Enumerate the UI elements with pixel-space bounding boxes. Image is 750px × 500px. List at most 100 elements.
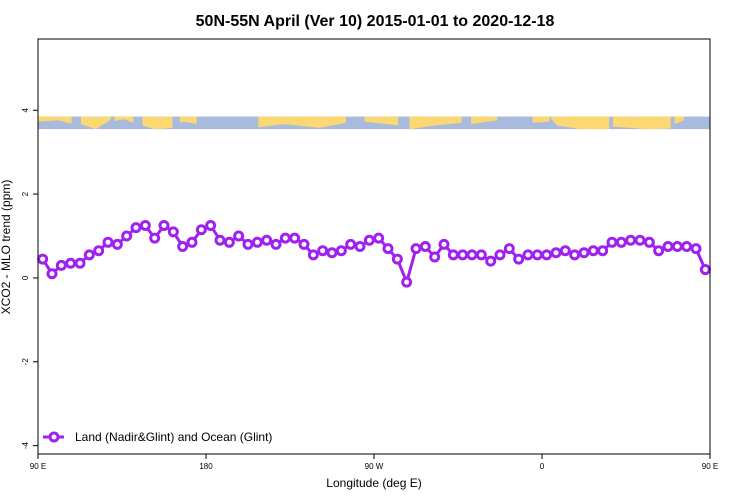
data-point (457, 249, 469, 261)
data-point (65, 257, 77, 269)
data-point (158, 220, 170, 232)
data-point (270, 238, 282, 250)
band-land-segment (258, 116, 346, 128)
data-point (345, 238, 357, 250)
band-land-segment (551, 116, 610, 130)
data-point (195, 224, 207, 236)
data-point (597, 245, 609, 257)
data-point (391, 253, 403, 265)
data-point (625, 234, 637, 246)
data-point (569, 249, 581, 261)
legend-label: Land (Nadir&Glint) and Ocean (Glint) (75, 430, 272, 444)
data-point (307, 249, 319, 261)
data-point (410, 243, 422, 255)
data-point (531, 249, 543, 261)
data-point (289, 232, 301, 244)
data-point (205, 220, 217, 232)
band-land-segment (471, 116, 498, 125)
band-land-segment (114, 116, 134, 123)
data-point (37, 253, 49, 265)
data-point (111, 238, 123, 250)
data-point (681, 241, 693, 252)
data-point (634, 234, 646, 246)
x-tick-label: 0 (540, 462, 545, 471)
data-point (690, 243, 702, 255)
data-point (671, 241, 683, 252)
data-point (130, 222, 142, 234)
data-point (373, 232, 385, 244)
data-point (503, 243, 515, 255)
chart-title: 50N-55N April (Ver 10) 2015-01-01 to 202… (196, 13, 555, 30)
band-land-segment (142, 116, 173, 130)
data-point (419, 241, 431, 252)
data-point (167, 226, 179, 238)
axes: -4 -2 0 2 4 90 E 180 90 W 0 90 E (21, 107, 718, 471)
data-point (102, 236, 114, 248)
y-axis-label: XCO2 - MLO trend (ppm) (0, 180, 13, 315)
data-point (382, 243, 394, 255)
data-point (475, 249, 487, 261)
data-point (279, 232, 291, 244)
y-tick-label: -2 (21, 358, 30, 366)
data-point (233, 230, 245, 242)
y-tick-label: 4 (21, 107, 30, 112)
band-land-segment (409, 116, 462, 130)
x-tick-label: 90 W (365, 462, 384, 471)
x-tick-label: 180 (199, 462, 213, 471)
data-point (223, 236, 235, 248)
band-land-segment (179, 116, 197, 125)
data-point (587, 245, 599, 257)
data-point (699, 264, 711, 276)
series-layer (37, 220, 711, 288)
data-point (522, 249, 534, 261)
data-point (643, 236, 655, 248)
legend-marker-swatch (48, 431, 60, 443)
data-point (214, 234, 226, 246)
data-point (662, 241, 674, 252)
y-tick-label: 0 (21, 275, 30, 280)
data-point (559, 245, 571, 257)
data-point (317, 245, 329, 257)
x-axis-label: Longitude (deg E) (326, 476, 421, 490)
data-point (55, 259, 67, 271)
band-land-segment (612, 116, 671, 130)
data-point (550, 247, 562, 259)
data-point (578, 247, 590, 259)
data-point (74, 257, 86, 269)
band-land-segment (532, 116, 550, 123)
y-tick-label: 2 (21, 191, 30, 196)
band-land-segment (38, 116, 72, 124)
plot-frame (37, 38, 711, 455)
data-point (149, 232, 161, 244)
x-tick-label: 90 E (30, 462, 46, 471)
data-point (139, 220, 151, 232)
x-tick-label: 90 E (702, 462, 718, 471)
band-land-segment (364, 116, 399, 126)
data-point (606, 236, 618, 248)
data-point (242, 238, 254, 250)
data-point (363, 234, 375, 246)
data-point (485, 255, 497, 267)
data-point (494, 249, 506, 261)
data-point (541, 249, 553, 261)
y-tick-label: -4 (21, 442, 30, 450)
data-point (438, 238, 450, 250)
data-point (46, 268, 58, 280)
data-point (401, 276, 413, 288)
data-point (298, 238, 310, 250)
data-point (335, 245, 347, 257)
band-land-segment (674, 116, 684, 125)
data-point (177, 241, 189, 252)
data-point (83, 249, 95, 261)
data-point (447, 249, 459, 261)
data-point (466, 249, 478, 261)
data-point (121, 230, 133, 242)
data-point (326, 247, 338, 259)
data-point (653, 245, 665, 257)
data-point (251, 236, 263, 248)
data-point (513, 253, 525, 265)
data-point (93, 245, 105, 257)
data-point (354, 241, 366, 252)
data-point (615, 236, 627, 248)
